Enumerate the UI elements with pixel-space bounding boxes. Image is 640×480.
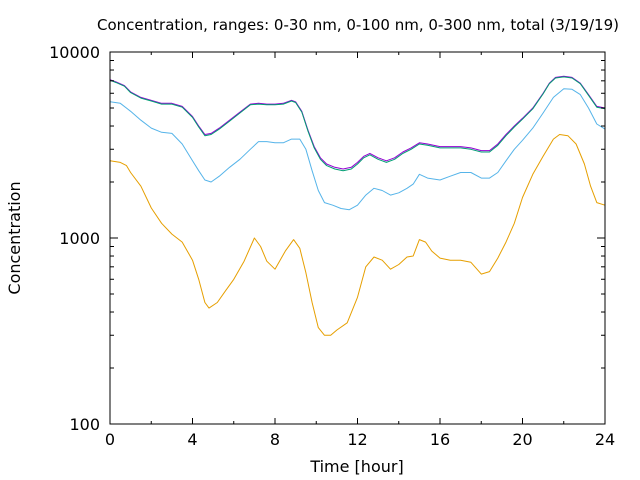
y-tick-label: 10000 (49, 43, 100, 62)
x-tick-label: 24 (595, 430, 615, 449)
y-tick-label: 1000 (59, 229, 100, 248)
series-line-1 (109, 134, 606, 336)
x-tick-label: 16 (430, 430, 450, 449)
series-line-2 (109, 88, 606, 211)
x-axis-label: Time [hour] (309, 457, 403, 476)
series-line-4 (109, 76, 606, 172)
y-tick-label: 100 (69, 415, 100, 434)
x-tick-label: 8 (270, 430, 280, 449)
chart-title: Concentration, ranges: 0-30 nm, 0-100 nm… (97, 16, 619, 34)
tick-layer: 0 4 8 12 16 20 24 100 1000 10000 (49, 43, 615, 449)
x-tick-label: 12 (347, 430, 367, 449)
series-layer (109, 75, 606, 336)
x-tick-label: 4 (187, 430, 197, 449)
series-line-3 (109, 75, 606, 170)
x-tick-label: 20 (512, 430, 532, 449)
y-axis-label: Concentration (5, 181, 24, 294)
x-tick-label: 0 (105, 430, 115, 449)
